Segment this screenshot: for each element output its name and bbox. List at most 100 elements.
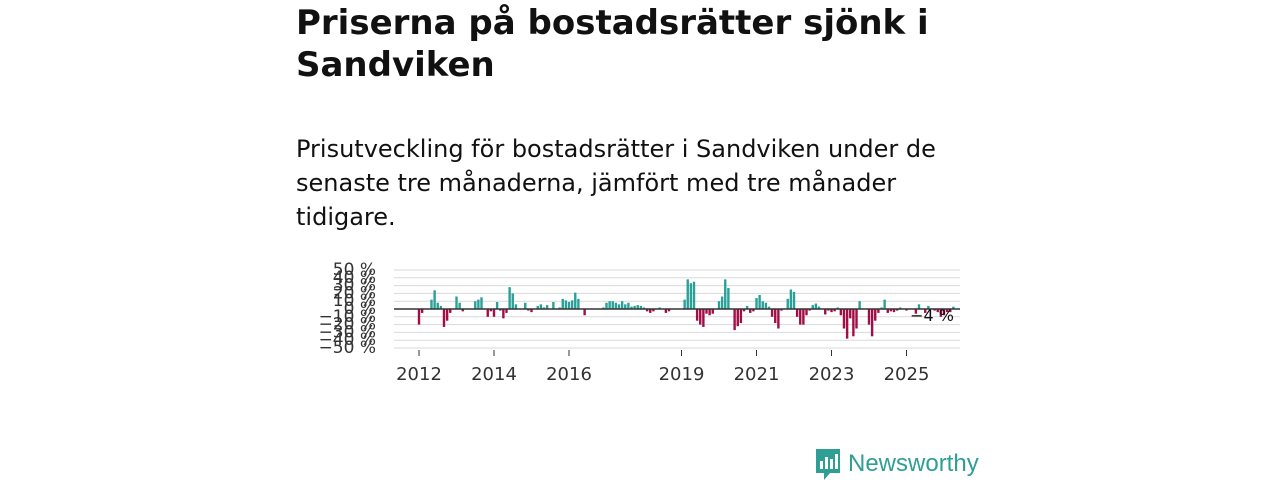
- newsworthy-logo-icon: [816, 449, 840, 480]
- chart-bar: [695, 309, 699, 321]
- chart-bar: [474, 301, 477, 309]
- chart-bar: [849, 309, 852, 319]
- chart-bar: [436, 302, 439, 309]
- chart-bar: [724, 279, 727, 309]
- chart-bar: [583, 309, 586, 316]
- chart-bar: [874, 309, 877, 321]
- chart-bar: [508, 287, 511, 309]
- chart-bar: [845, 309, 849, 339]
- chart-bar: [817, 306, 821, 309]
- chart-bar: [939, 309, 943, 317]
- chart-bar: [777, 309, 780, 329]
- chart-bar: [733, 309, 736, 331]
- price-change-chart: 50 %40 %30 %20 %10 %0 %−10 %−20 %−30 %−4…: [319, 262, 960, 385]
- chart-bar: [442, 309, 446, 327]
- chart-bar: [642, 307, 646, 309]
- chart-bar: [905, 309, 908, 311]
- chart-bar: [786, 298, 789, 309]
- brand-logo[interactable]: Newsworthy: [814, 446, 979, 482]
- chart-bar: [480, 297, 483, 309]
- chart-bar: [627, 302, 630, 309]
- chart-bar: [708, 309, 711, 316]
- chart-bar: [877, 309, 880, 313]
- chart-bar: [524, 302, 527, 309]
- chart-bar: [605, 302, 608, 309]
- chart-bar: [774, 309, 777, 324]
- chart-bar: [914, 309, 918, 314]
- chart-bar: [552, 301, 555, 309]
- x-tick-label: 2016: [546, 364, 592, 385]
- chart-bar: [792, 291, 796, 309]
- chart-bar: [855, 309, 858, 329]
- chart-bar: [545, 305, 549, 309]
- chart-bar: [870, 309, 874, 337]
- chart-bar: [892, 309, 896, 313]
- chart-bar: [742, 309, 746, 312]
- chart-bar: [458, 302, 461, 309]
- chart-bar: [795, 309, 799, 317]
- chart-bar: [417, 309, 421, 325]
- chart-bar: [649, 309, 652, 313]
- chart-bar: [764, 302, 768, 309]
- chart-bar: [536, 305, 539, 309]
- chart-bar: [945, 309, 949, 313]
- chart-bar: [439, 305, 443, 309]
- chart-bar: [602, 307, 605, 309]
- chart-bar: [664, 309, 668, 313]
- chart-bar: [824, 309, 827, 315]
- chart-bar: [917, 304, 921, 309]
- chart-bar: [514, 304, 518, 309]
- chart-bar: [689, 283, 693, 309]
- chart-bar: [617, 304, 621, 309]
- chart-bar: [449, 309, 452, 313]
- chart-bar: [577, 298, 580, 309]
- y-tick-label: 20 %: [333, 283, 376, 303]
- chart-bar: [505, 309, 508, 313]
- chart-bar: [949, 309, 952, 313]
- chart-bar: [736, 309, 739, 327]
- chart-bar: [630, 306, 633, 309]
- chart-bar: [924, 309, 927, 313]
- chart-bar: [927, 305, 930, 309]
- chart-bar: [745, 305, 749, 309]
- chart-bar: [842, 309, 846, 329]
- chart-bar: [808, 309, 811, 311]
- y-tick-label: 40 %: [333, 268, 376, 288]
- chart-bar: [755, 298, 758, 309]
- chart-bar: [936, 309, 939, 313]
- chart-bar: [539, 304, 543, 309]
- chart-bar: [811, 305, 814, 309]
- chart-bar: [886, 309, 889, 313]
- chart-bar: [705, 309, 708, 314]
- chart-bar: [839, 309, 843, 316]
- chart-bar: [511, 293, 514, 309]
- chart-bar: [770, 309, 774, 317]
- chart-bar: [933, 309, 936, 311]
- chart-bar: [645, 309, 649, 312]
- chart-bar: [814, 303, 818, 309]
- chart-bar: [430, 299, 433, 309]
- chart-bar: [658, 307, 661, 309]
- x-tick-label: 2014: [471, 364, 517, 385]
- chart-bar: [683, 299, 686, 309]
- chart-bar: [899, 307, 902, 309]
- chart-bar: [542, 307, 546, 309]
- chart-bar: [461, 309, 464, 312]
- x-tick-label: 2023: [809, 364, 855, 385]
- chart-bar: [639, 305, 643, 309]
- chart-bar: [830, 309, 833, 313]
- chart-bar: [614, 302, 618, 309]
- chart-bar: [739, 309, 743, 324]
- chart-bar: [895, 309, 899, 311]
- chart-subtitle: Prisutveckling för bostadsrätter i Sandv…: [296, 135, 936, 231]
- page-title: Priserna på bostadsrätter sjönk i Sandvi…: [296, 3, 929, 85]
- chart-bar: [752, 309, 755, 312]
- chart-bar: [502, 309, 505, 319]
- y-tick-label: −50 %: [319, 338, 376, 358]
- chart-bar: [486, 309, 489, 317]
- chart-bar: [889, 309, 893, 312]
- chart-bar: [699, 309, 702, 325]
- chart-bar: [495, 301, 499, 309]
- chart-bar: [445, 309, 449, 321]
- chart-bar: [608, 301, 611, 309]
